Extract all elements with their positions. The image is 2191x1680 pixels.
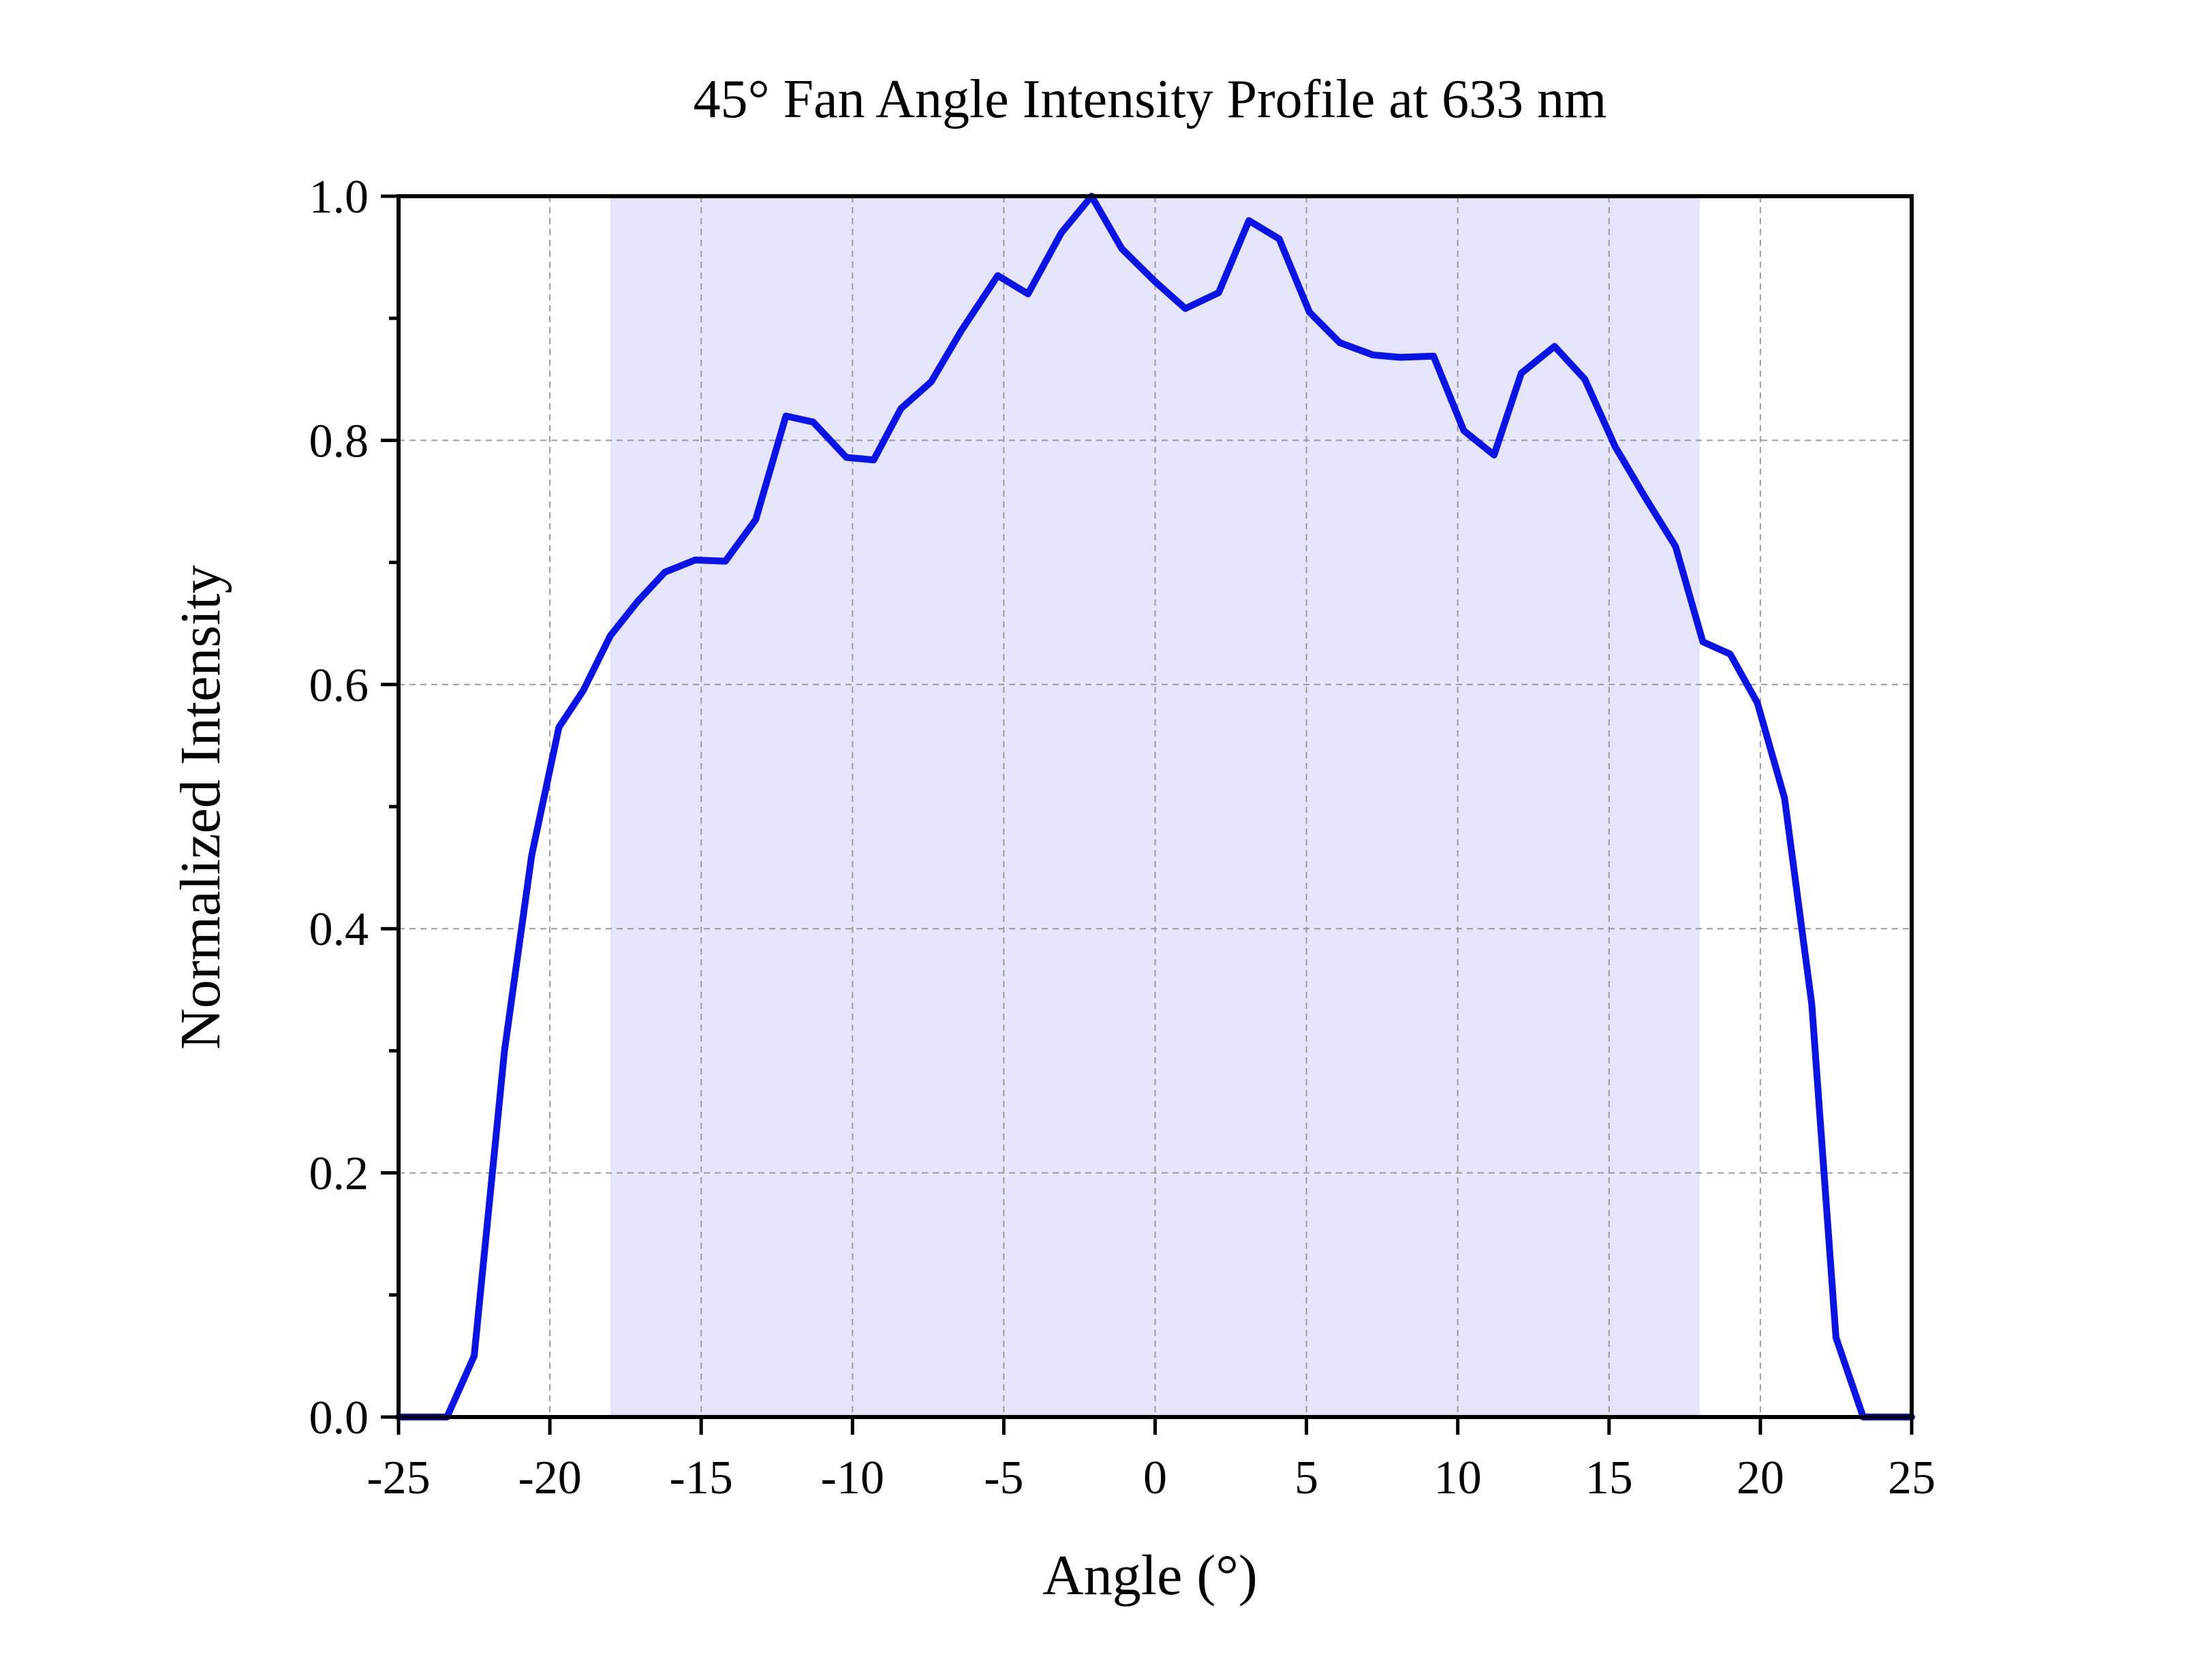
x-axis-title: Angle (°): [1042, 1544, 1258, 1607]
y-tick-label: 0.2: [309, 1148, 369, 1200]
x-tick-label: -20: [518, 1452, 581, 1504]
x-tick-label: -15: [670, 1452, 733, 1504]
y-tick-label: 1.0: [309, 171, 369, 223]
chart-title: 45° Fan Angle Intensity Profile at 633 n…: [694, 69, 1607, 129]
y-tick-label: 0.6: [309, 659, 369, 712]
x-tick-label: -5: [984, 1452, 1023, 1504]
x-tick-label: -10: [821, 1452, 884, 1504]
y-tick-label: 0.0: [309, 1392, 369, 1444]
x-tick-label: 0: [1143, 1452, 1167, 1504]
y-tick-label: 0.4: [309, 903, 369, 956]
y-axis-title: Normalized Intensity: [169, 565, 232, 1049]
x-tick-label: 20: [1737, 1452, 1784, 1504]
x-tick-label: 25: [1888, 1452, 1936, 1504]
x-tick-label: -25: [367, 1452, 430, 1504]
x-tick-label: 10: [1434, 1452, 1482, 1504]
y-tick-label: 0.8: [309, 415, 369, 467]
x-tick-label: 5: [1294, 1452, 1318, 1504]
x-tick-label: 15: [1585, 1452, 1633, 1504]
